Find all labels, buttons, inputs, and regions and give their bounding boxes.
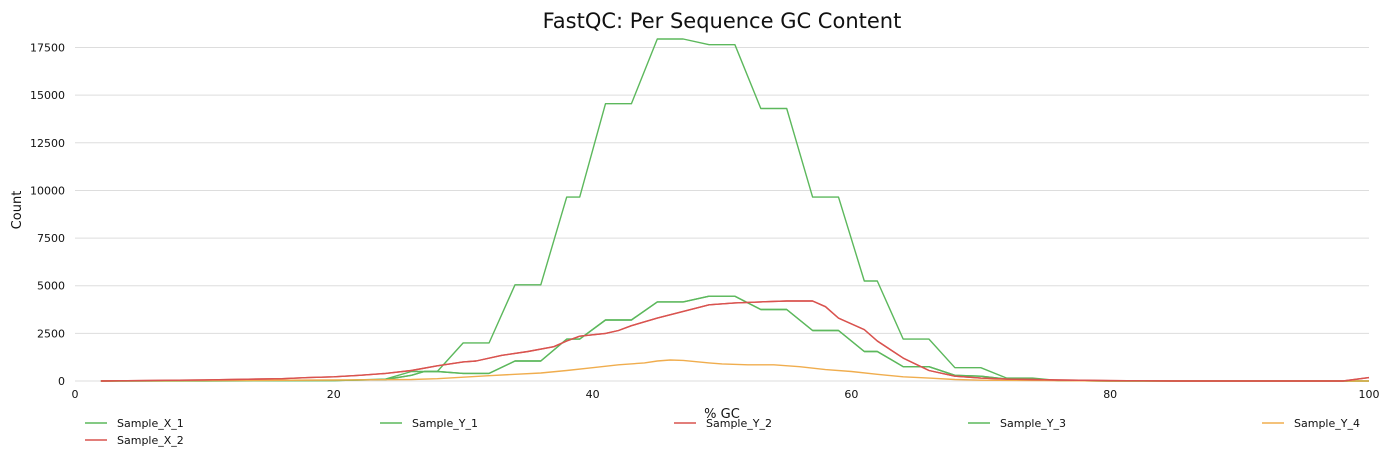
legend-item[interactable]: Sample_X_1 [85,417,184,430]
y-tick-label: 5000 [37,280,65,293]
x-tick-label: 100 [1359,388,1380,401]
legend-label: Sample_X_1 [117,417,184,430]
x-tick-label: 80 [1103,388,1117,401]
legend-item[interactable]: Sample_Y_2 [674,417,772,430]
x-tick-label: 0 [72,388,79,401]
legend-label: Sample_Y_4 [1294,417,1360,430]
legend-item[interactable]: Sample_X_2 [85,434,184,447]
series-line-sample-y-4 [100,359,1369,382]
series-line-sample-x-1 [100,295,1369,382]
y-tick-label: 2500 [37,327,65,340]
y-tick-label: 15000 [30,89,65,102]
y-tick-label: 10000 [30,184,65,197]
y-tick-label: 17500 [30,42,65,55]
legend: Sample_X_1 Sample_Y_1 Sample_Y_2 Sample_Y_3… [85,417,1360,447]
legend-label: Sample_Y_3 [1000,417,1066,430]
y-axis-label: Count [10,191,25,230]
y-axis-ticks: 0 2500 5000 7500 10000 12500 15000 17500 [30,42,65,388]
x-axis-label: % GC [704,407,740,422]
legend-item[interactable]: Sample_Y_4 [1262,417,1360,430]
series-line-sample-y-1 [100,38,1369,382]
x-tick-label: 20 [327,388,341,401]
y-tick-label: 0 [58,375,65,388]
legend-label: Sample_Y_2 [706,417,772,430]
y-tick-label: 7500 [37,232,65,245]
series-line-sample-x-2 [100,300,1370,382]
legend-item[interactable]: Sample_Y_3 [968,417,1066,430]
legend-item[interactable]: Sample_Y_1 [380,417,478,430]
series-line-sample-y-3 [100,295,1369,382]
x-tick-label: 40 [586,388,600,401]
series-line-sample-y-2 [100,300,1370,382]
legend-label: Sample_X_2 [117,434,184,447]
grid-lines [75,47,1369,382]
x-axis-ticks: 0 20 40 60 80 100 [72,388,1380,401]
x-tick-label: 60 [844,388,858,401]
chart-title: FastQC: Per Sequence GC Content [543,9,902,33]
series-lines [100,38,1370,382]
y-tick-label: 12500 [30,137,65,150]
legend-label: Sample_Y_1 [412,417,478,430]
